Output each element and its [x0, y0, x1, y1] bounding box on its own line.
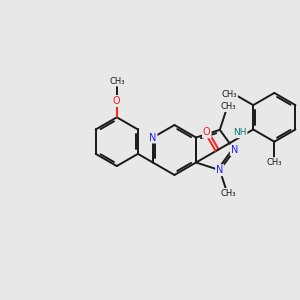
- Text: N: N: [149, 133, 157, 142]
- Text: CH₃: CH₃: [267, 158, 282, 167]
- Text: O: O: [113, 96, 121, 106]
- Text: CH₃: CH₃: [221, 102, 236, 111]
- Text: N: N: [231, 145, 238, 155]
- Text: N: N: [216, 165, 224, 175]
- Text: CH₃: CH₃: [109, 76, 124, 85]
- Text: CH₃: CH₃: [221, 90, 237, 99]
- Text: CH₃: CH₃: [221, 189, 236, 198]
- Text: NH: NH: [233, 128, 247, 137]
- Text: O: O: [203, 127, 211, 137]
